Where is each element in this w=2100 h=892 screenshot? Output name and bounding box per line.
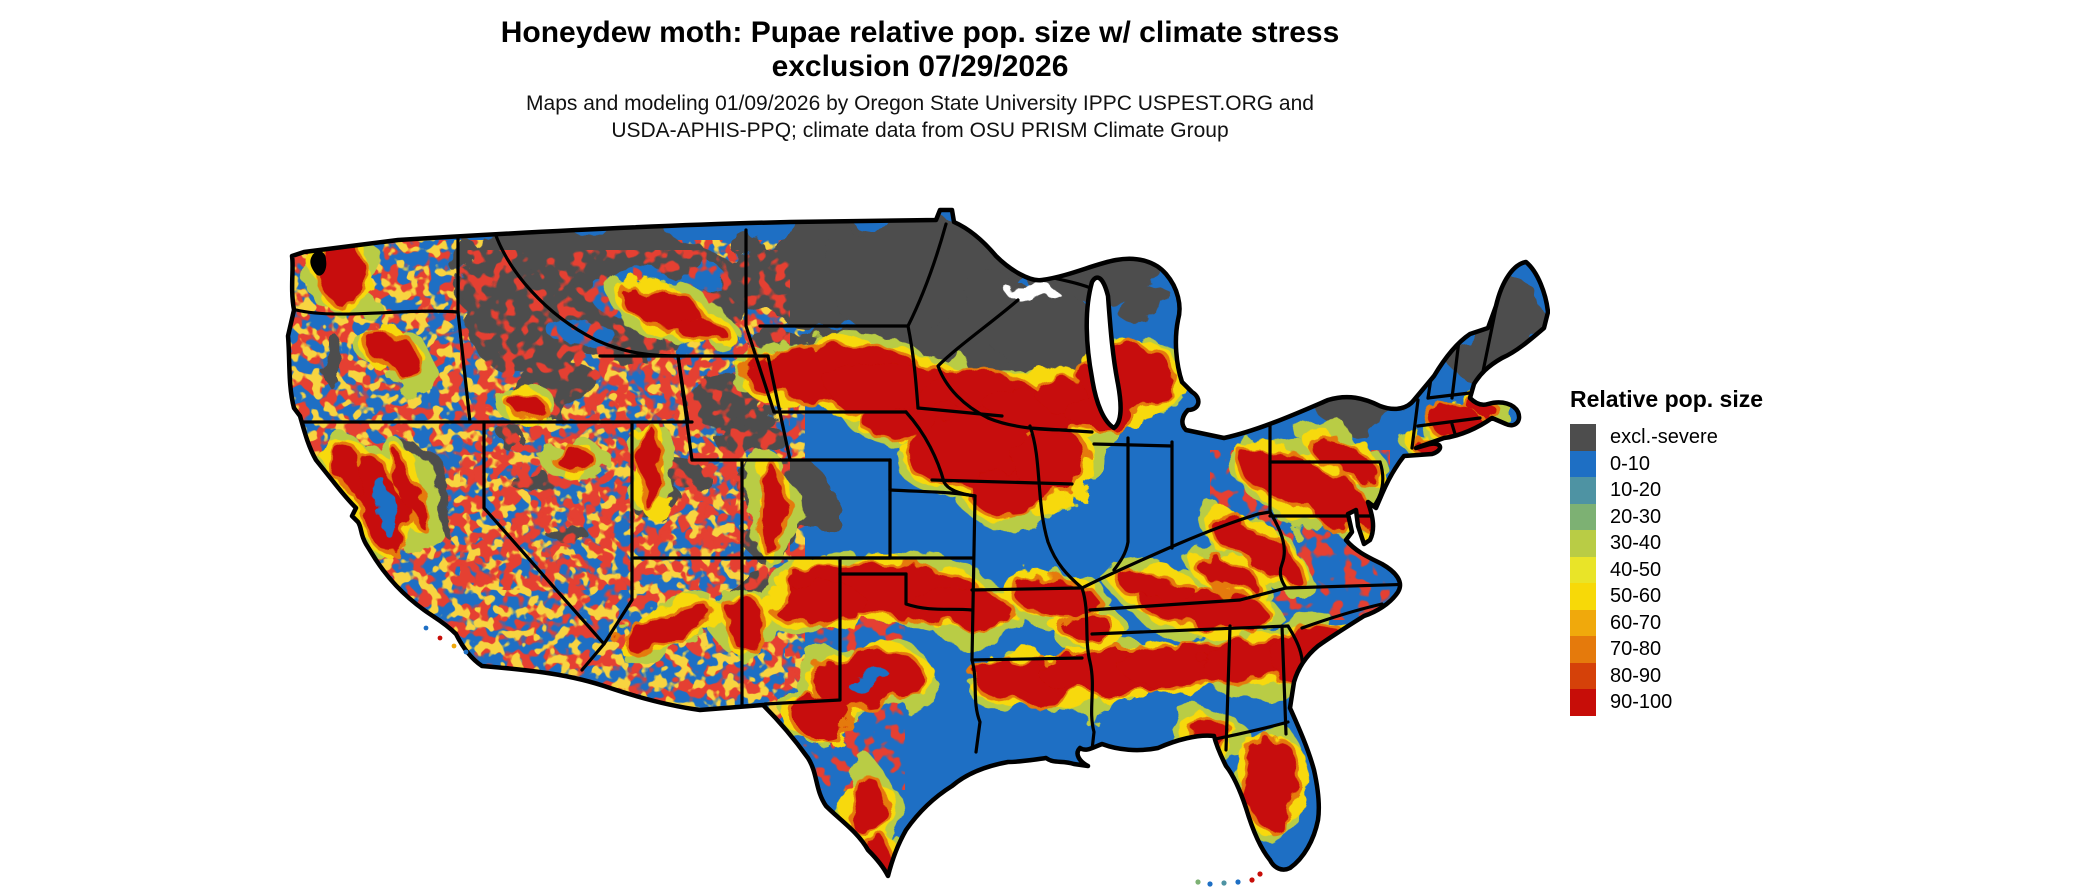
us-map-svg: [285, 207, 1551, 887]
legend-swatch-excl.-severe: [1570, 424, 1596, 451]
page-title-line2: exclusion 07/29/2026: [771, 50, 1069, 83]
legend-row-0-10: 0-10: [1570, 450, 1880, 477]
legend-swatch-70-80: [1570, 636, 1596, 663]
legend-title: Relative pop. size: [1570, 386, 1764, 412]
state-borders: [290, 222, 1498, 754]
legend-label-10-20: 10-20: [1610, 479, 1662, 502]
legend-swatch-20-30: [1570, 503, 1596, 530]
legend-label-40-50: 40-50: [1610, 558, 1662, 581]
legend-row-80-90: 80-90: [1570, 662, 1880, 689]
legend-swatch-30-40: [1570, 530, 1596, 557]
legend-row-90-100: 90-100: [1570, 689, 1880, 716]
legend-swatch-80-90: [1570, 662, 1596, 689]
page-title: Honeydew moth: Pupae relative pop. size …: [260, 16, 1580, 84]
legend-label-0-10: 0-10: [1610, 452, 1651, 475]
legend-row-excl.-severe: excl.-severe: [1570, 424, 1880, 451]
legend-label-70-80: 70-80: [1610, 638, 1662, 661]
legend-label-80-90: 80-90: [1610, 664, 1662, 687]
legend-label-excl.-severe: excl.-severe: [1610, 426, 1718, 449]
legend-row-70-80: 70-80: [1570, 636, 1880, 663]
legend-label-20-30: 20-30: [1610, 505, 1662, 528]
legend-label-90-100: 90-100: [1610, 691, 1673, 714]
legend-label-50-60: 50-60: [1610, 585, 1662, 608]
legend-swatch-60-70: [1570, 609, 1596, 636]
legend-swatch-0-10: [1570, 450, 1596, 477]
legend-row-20-30: 20-30: [1570, 503, 1880, 530]
legend-row-50-60: 50-60: [1570, 583, 1880, 610]
page-subtitle-line2: USDA-APHIS-PPQ; climate data from OSU PR…: [611, 119, 1229, 142]
legend-row-40-50: 40-50: [1570, 556, 1880, 583]
legend-label-30-40: 30-40: [1610, 532, 1662, 555]
legend-swatch-40-50: [1570, 556, 1596, 583]
legend-label-60-70: 60-70: [1610, 611, 1662, 634]
page-title-line1: Honeydew moth: Pupae relative pop. size …: [500, 16, 1340, 49]
legend: Relative pop. size excl.-severe 0-10 10-20…: [1570, 386, 1880, 716]
page-subtitle-line1: Maps and modeling 01/09/2026 by Oregon S…: [526, 92, 1314, 115]
legend-row-10-20: 10-20: [1570, 477, 1880, 504]
legend-swatch-50-60: [1570, 583, 1596, 610]
legend-row-30-40: 30-40: [1570, 530, 1880, 557]
legend-rows: excl.-severe 0-10 10-20 20-30 30-40 40-50 50-6…: [1570, 424, 1880, 716]
us-map: [230, 160, 1551, 890]
legend-swatch-90-100: [1570, 689, 1596, 716]
conus-outline: [285, 207, 1551, 879]
legend-row-60-70: 60-70: [1570, 609, 1880, 636]
legend-swatch-10-20: [1570, 477, 1596, 504]
page-subtitle: Maps and modeling 01/09/2026 by Oregon S…: [260, 90, 1580, 144]
